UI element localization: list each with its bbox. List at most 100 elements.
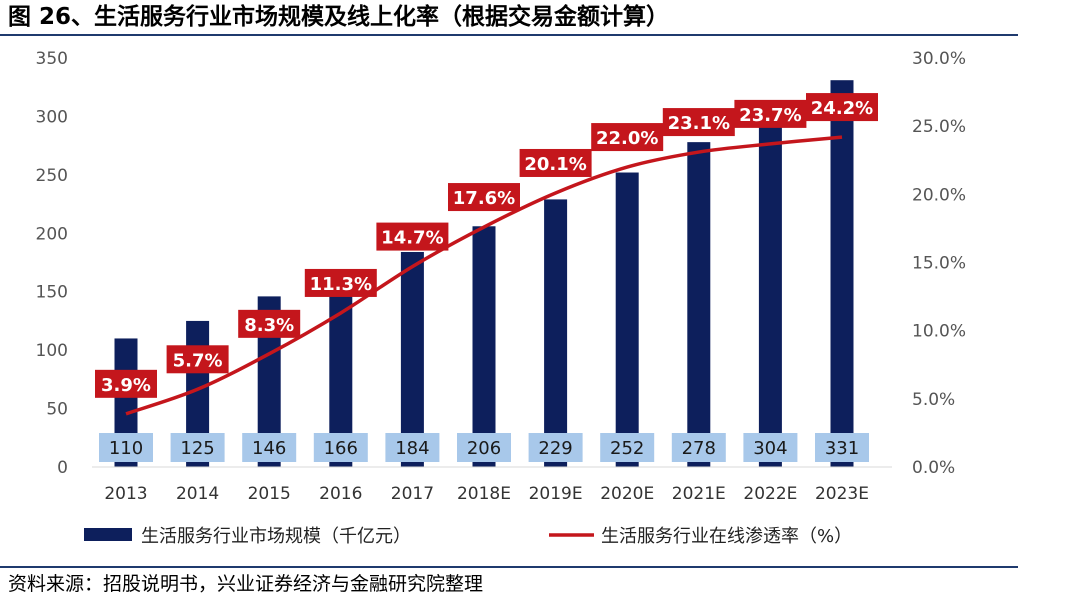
- legend: 生活服务行业市场规模（千亿元） 生活服务行业在线渗透率（%）: [84, 526, 852, 547]
- percent-labels: 3.9% 5.7% 8.3% 11.3% 14.7% 17.6% 20.1% 22.0% 23.…: [95, 93, 878, 398]
- bar-value-box: [313, 433, 368, 462]
- bar-value-text: 229: [538, 438, 572, 459]
- bar-value-label: 184: [385, 433, 440, 462]
- percent-label: 14.7%: [376, 222, 449, 251]
- bar-value-text: 331: [825, 438, 859, 459]
- y-right-tick-label: 15.0%: [912, 254, 966, 274]
- bar-value-text: 146: [252, 438, 286, 459]
- percent-box: [304, 268, 377, 297]
- bar-value-box: [743, 433, 798, 462]
- line-layer: [125, 135, 843, 416]
- bar-value-text: 166: [324, 438, 358, 459]
- figure-title: 图 26、生活服务行业市场规模及线上化率（根据交易金额计算）: [8, 4, 670, 30]
- bar-value-label: 166: [313, 433, 368, 462]
- x-tick-label: 2019E: [529, 484, 583, 504]
- bar-value-text: 252: [610, 438, 644, 459]
- bar-value-box: [242, 433, 297, 462]
- bar-value-label: 206: [457, 433, 511, 462]
- bar: [257, 296, 281, 467]
- y-left-tick-label: 200: [36, 224, 68, 244]
- percent-text: 11.3%: [310, 274, 372, 295]
- percent-text: 23.7%: [739, 105, 801, 126]
- percent-box: [591, 123, 664, 152]
- bars-layer: [114, 80, 854, 468]
- y-right-tick-label: 20.0%: [912, 185, 966, 205]
- percent-text: 3.9%: [101, 375, 151, 396]
- percent-box: [166, 345, 229, 374]
- bar: [687, 142, 711, 467]
- bar-value-box: [671, 433, 726, 462]
- x-tick-label: 2016: [319, 484, 362, 504]
- axes-layer: 0 50 100 150 200 250 300 350 0.0% 5.0% 10.0% 15.0% 2…: [36, 49, 966, 504]
- percent-text: 14.7%: [381, 228, 443, 249]
- penetration-line: [125, 135, 843, 416]
- percent-text: 8.3%: [244, 315, 294, 336]
- bar: [830, 80, 854, 468]
- percent-text: 17.6%: [453, 188, 515, 209]
- bar-value-box: [600, 433, 655, 462]
- x-tick-label: 2015: [248, 484, 291, 504]
- top-rule: [0, 34, 1018, 36]
- bar: [758, 111, 782, 468]
- x-tick-label: 2020E: [600, 484, 654, 504]
- legend-line-label: 生活服务行业在线渗透率（%）: [601, 526, 852, 547]
- y-left-tick-label: 100: [36, 341, 68, 361]
- bar-value-text: 184: [395, 438, 429, 459]
- bar: [400, 251, 424, 467]
- percent-label: 17.6%: [448, 183, 520, 212]
- bar: [544, 199, 568, 467]
- y-left-tick-label: 0: [57, 458, 68, 478]
- source-note: 资料来源：招股说明书，兴业证券经济与金融研究院整理: [8, 573, 484, 595]
- bar-value-box: [528, 433, 583, 462]
- combo-chart: 110 125 146 166 184 206 229 252 278 304 331 3.9% 5.…: [36, 49, 966, 547]
- percent-text: 22.0%: [596, 128, 658, 149]
- y-right-tick-label: 25.0%: [912, 117, 966, 137]
- x-tick-label: 2014: [176, 484, 219, 504]
- y-left-tick-label: 350: [36, 49, 68, 69]
- y-right-tick-label: 30.0%: [912, 49, 966, 69]
- bar-value-label: 331: [815, 433, 869, 462]
- percent-box: [806, 93, 878, 122]
- bar-value-label: 252: [600, 433, 655, 462]
- bar-value-label: 229: [528, 433, 583, 462]
- bar: [472, 226, 496, 467]
- percent-box: [448, 183, 520, 212]
- bar-value-text: 110: [109, 438, 143, 459]
- y-left-tick-label: 150: [36, 283, 68, 303]
- percent-box: [95, 369, 157, 398]
- bar-value-label: 125: [170, 433, 225, 462]
- percent-box: [734, 99, 807, 128]
- percent-label: 11.3%: [304, 268, 377, 297]
- bar-value-text: 206: [467, 438, 501, 459]
- bar: [615, 172, 639, 467]
- y-left-tick-label: 250: [36, 166, 68, 186]
- percent-text: 20.1%: [524, 154, 586, 175]
- bar-value-label: 304: [743, 433, 798, 462]
- percent-text: 24.2%: [811, 98, 873, 119]
- percent-box: [519, 148, 592, 177]
- percent-label: 5.7%: [166, 345, 229, 374]
- x-tick-label: 2022E: [743, 484, 797, 504]
- percent-box: [238, 309, 301, 338]
- bar-value-box: [99, 433, 153, 462]
- y-left-tick-label: 300: [36, 107, 68, 127]
- percent-label: 23.1%: [662, 108, 735, 137]
- legend-bar-label: 生活服务行业市场规模（千亿元）: [141, 526, 411, 547]
- bar-value-label: 278: [671, 433, 726, 462]
- bar-value-text: 278: [682, 438, 716, 459]
- percent-box: [376, 222, 449, 251]
- percent-text: 23.1%: [668, 113, 730, 134]
- bar-value-box: [385, 433, 440, 462]
- y-right-tick-label: 0.0%: [912, 458, 955, 478]
- bar-value-text: 304: [753, 438, 787, 459]
- bar-value-label: 110: [99, 433, 153, 462]
- x-tick-label: 2013: [104, 484, 147, 504]
- percent-label: 20.1%: [519, 148, 592, 177]
- x-tick-label: 2017: [391, 484, 434, 504]
- y-right-tick-label: 10.0%: [912, 322, 966, 342]
- percent-box: [662, 108, 735, 137]
- bar-value-labels: 110 125 146 166 184 206 229 252 278 304 331: [99, 433, 869, 462]
- percent-label: 8.3%: [238, 309, 301, 338]
- percent-label: 22.0%: [591, 123, 664, 152]
- legend-bar-swatch: [84, 528, 132, 541]
